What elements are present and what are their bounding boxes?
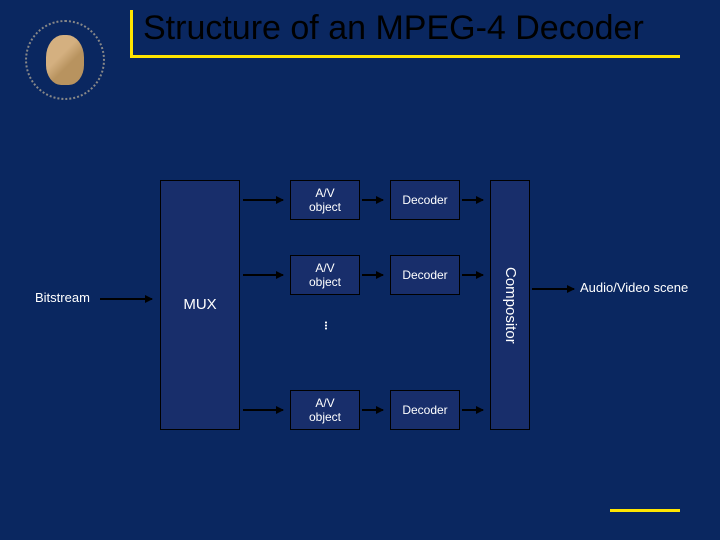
arrow-1 [243,199,283,201]
arrow-7 [462,199,483,201]
footer-accent [610,509,680,512]
title-block: Structure of an MPEG-4 Decoder [130,10,680,58]
slide-title: Structure of an MPEG-4 Decoder [143,10,670,47]
out-label: Audio/Video scene [580,280,688,295]
av1-block: A/Vobject [290,180,360,220]
av3-block: A/Vobject [290,390,360,430]
arrow-5 [362,274,383,276]
arrow-4 [362,199,383,201]
arrow-0 [100,298,152,300]
logo [0,10,130,100]
arrow-8 [462,274,483,276]
arrow-3 [243,409,283,411]
arrow-10 [532,288,574,290]
bitstream-label: Bitstream [35,290,90,305]
dec2-block: Decoder [390,255,460,295]
arrow-2 [243,274,283,276]
arrow-6 [362,409,383,411]
dec3-block: Decoder [390,390,460,430]
comp-block: Compositor [490,180,530,430]
decoder-diagram: Bitstream MUX A/Vobject A/Vobject... A/Vobje… [0,180,720,480]
arrow-9 [462,409,483,411]
slide-header: Structure of an MPEG-4 Decoder [0,0,720,100]
mux-block: MUX [160,180,240,430]
ellipsis: ... [320,320,341,329]
av2-block: A/Vobject [290,255,360,295]
dec1-block: Decoder [390,180,460,220]
